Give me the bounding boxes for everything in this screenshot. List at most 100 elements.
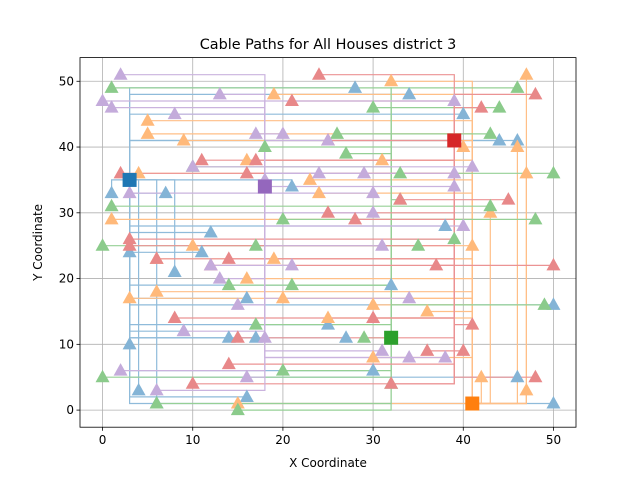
red-house-marker [465,317,480,330]
blue-house-marker [104,185,119,199]
purple-house-marker [275,126,290,139]
chart-title: Cable Paths for All Houses district 3 [200,37,457,53]
orange-house-marker [302,172,317,185]
green-house-marker [510,80,525,93]
green-house-marker [248,317,263,330]
red-house-marker [429,257,444,271]
blue-house-marker [321,317,335,330]
blue-house-marker [122,244,137,258]
purple-house-marker [366,185,381,199]
purple-cable [219,186,266,280]
green-house-marker [483,198,498,212]
orange-house-marker [176,132,191,146]
red-house-marker [384,376,399,389]
green-house-marker [95,238,110,251]
green-house-marker [483,126,498,139]
green-house-marker [104,80,119,93]
y-tick-label: 50 [59,74,74,88]
purple-house-marker [465,159,480,172]
y-tick-label: 30 [59,206,74,220]
orange-house-marker [375,152,390,166]
purple-cable [264,100,455,187]
purple-house-marker [95,93,110,107]
green-house-marker [357,330,372,343]
purple-house-marker [230,297,245,310]
blue-house-marker [158,185,173,199]
purple-house-marker [176,323,191,337]
red-house-marker [167,310,182,324]
cable-paths [102,74,554,411]
red-house-marker [122,231,137,245]
red-house-marker [185,376,200,389]
green-house-marker [230,402,245,416]
red-house-marker [122,238,137,251]
orange-cable [472,147,519,405]
purple-house-marker [447,178,462,192]
red-house-marker [230,330,245,343]
blue-house-marker [510,369,525,383]
blue-house-marker [284,178,299,192]
green-house-marker [248,238,263,251]
purple-house-marker [357,165,372,179]
green-house-marker [411,238,426,251]
green-house-marker [528,211,543,225]
red-house-marker [546,257,561,271]
orange-house-marker [321,310,335,324]
x-tick-label: 0 [99,433,107,447]
plot-frame [79,57,577,428]
y-tick-label: 0 [66,403,74,417]
x-tick-label: 40 [456,433,471,447]
purple-house-marker [311,165,326,179]
green-house-marker [492,100,507,113]
purple-house-marker [321,132,335,146]
orange-house-marker [104,211,119,225]
red-house-marker [194,152,209,166]
purple-house-marker [402,290,417,304]
blue-house-marker [339,330,354,343]
purple-house-marker [447,93,462,107]
purple-house-marker [375,343,390,356]
green-house-marker [275,363,290,376]
houses [95,67,561,416]
purple-house-marker [438,349,453,363]
orange-house-marker [384,73,399,87]
orange-house-marker [519,165,534,179]
orange-house-marker [510,139,525,153]
red-house-marker [311,67,326,80]
purple-house-marker [456,218,471,231]
y-tick-label: 40 [59,140,74,154]
purple-house-marker [167,106,182,120]
orange-house-marker [366,349,381,363]
orange-house-marker [266,86,281,100]
blue-house-marker [492,132,507,146]
blue-house-marker [510,132,525,146]
purple-house-marker [212,271,227,284]
green-house-marker [537,297,552,310]
blue-house-marker [438,218,453,231]
orange-house-marker [266,251,281,264]
blue-house-marker [248,330,263,343]
blue-house-marker [221,330,236,343]
red-house-marker [348,211,363,225]
purple-house-marker [203,257,218,271]
orange-house-marker [122,290,137,304]
purple-house-marker [149,382,164,396]
orange-house-marker [230,396,245,409]
blue-house-marker [348,80,363,93]
x-axis-label: X Coordinate [289,456,367,470]
red-house-marker [366,310,381,324]
blue-house-marker [167,264,182,277]
blue-house-marker [131,382,146,396]
purple-house-marker [239,369,254,383]
orange-house-marker [239,271,254,284]
batteries [122,133,480,411]
blue-house-marker [203,225,218,238]
blue-house-marker [239,389,254,402]
green-cable [237,337,392,411]
green-house-marker [95,369,110,383]
orange-house-marker [140,126,155,139]
orange-house-marker [483,205,498,218]
green-battery-marker [384,330,399,345]
green-house-marker [257,139,272,153]
